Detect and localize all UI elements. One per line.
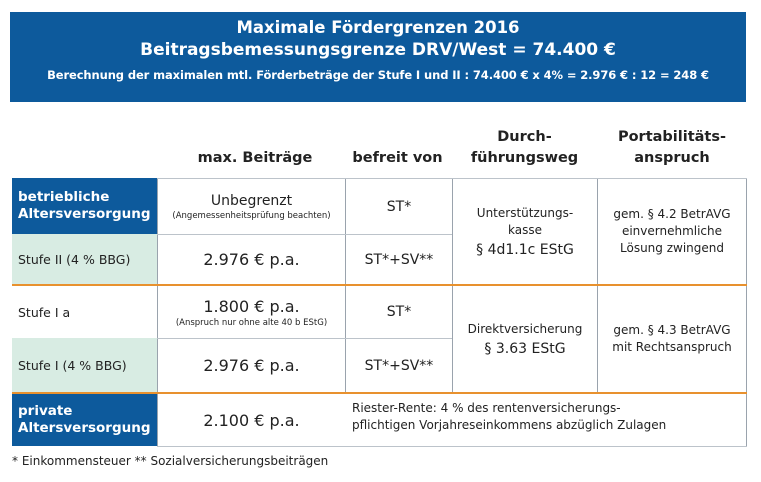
- label-private-av: private Altersversorgung: [12, 394, 157, 446]
- grid-line: [157, 178, 747, 179]
- grid-line: [157, 446, 747, 447]
- separator-orange: [12, 392, 747, 394]
- separator-orange: [12, 284, 747, 286]
- cell-stufe1a-beitrag: 1.800 € p.a. (Anspruch nur ohne alte 40 …: [175, 296, 328, 328]
- banner-calculation: Berechnung der maximalen mtl. Förderbetr…: [47, 68, 709, 82]
- grid-line: [746, 178, 747, 446]
- header-befreit-von: befreit von: [352, 150, 443, 166]
- cell-stufe1-befreit: ST*+SV**: [364, 357, 434, 374]
- label-stufe-1: Stufe I (4 % BBG): [12, 338, 157, 392]
- grid-line: [157, 178, 158, 446]
- cell-portabilitaet-4-2: gem. § 4.2 BetrAVG einvernehmliche Lösun…: [613, 207, 731, 255]
- header-max-beitraege: max. Beiträge: [197, 150, 313, 166]
- header-portabilitaet: Portabilitäts- anspruch: [617, 129, 727, 166]
- grid-line: [157, 338, 452, 339]
- label-betriebliche-av: betriebliche Altersversorgung: [12, 178, 157, 234]
- footnote: * Einkommensteuer ** Sozialversicherungs…: [12, 454, 329, 468]
- cell-stufe1-beitrag: 2.976 € p.a.: [203, 356, 300, 375]
- grid-line: [157, 234, 452, 235]
- cell-unterstuetzungskasse: Unterstützungs- kasse § 4d1.1c EStG: [476, 206, 574, 258]
- cell-bav-beitrag: Unbegrenzt (Angemessenheitsprüfung beach…: [172, 192, 331, 221]
- banner-title: Maximale Fördergrenzen 2016: [236, 18, 520, 37]
- header-durchfuehrungsweg: Durch- führungsweg: [470, 129, 579, 166]
- cell-stufe1a-befreit: ST*: [386, 304, 412, 320]
- riester-description: Riester-Rente: 4 % des rentenversicherun…: [352, 401, 667, 432]
- grid-line: [597, 178, 598, 394]
- grid-line: [345, 178, 346, 394]
- banner-subtitle: Beitragsbemessungsgrenze DRV/West = 74.4…: [140, 40, 616, 60]
- header-banner: Maximale Fördergrenzen 2016 Beitragsbeme…: [10, 12, 746, 102]
- cell-stufe2-befreit: ST*+SV**: [364, 251, 434, 268]
- cell-private-beitrag: 2.100 € p.a.: [203, 410, 300, 430]
- cell-portabilitaet-4-3: gem. § 4.3 BetrAVG mit Rechtsanspruch: [612, 323, 732, 354]
- label-stufe-1a: Stufe I a: [12, 286, 157, 338]
- label-stufe-2: Stufe II (4 % BBG): [12, 234, 157, 284]
- cell-bav-befreit: ST*: [386, 198, 412, 215]
- cell-direktversicherung: Direktversicherung § 3.63 EStG: [467, 322, 583, 357]
- grid-line: [452, 178, 453, 394]
- cell-stufe2-beitrag: 2.976 € p.a.: [203, 250, 300, 269]
